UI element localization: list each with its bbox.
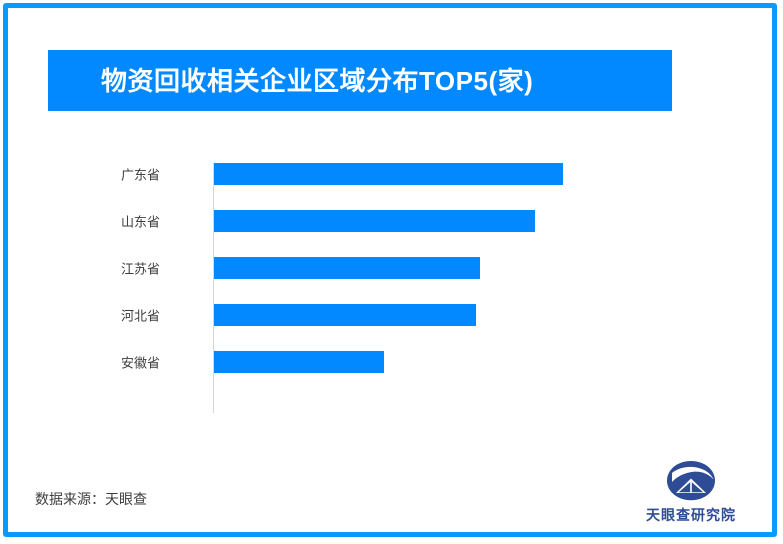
bar-fill xyxy=(214,209,535,232)
logo-wordmark: 天眼查研究院 xyxy=(646,507,736,523)
bar-track xyxy=(214,162,563,185)
bar-row: 广东省 xyxy=(0,150,783,197)
bar-category-label: 江苏省 xyxy=(120,261,160,276)
bar-fill xyxy=(214,350,384,373)
bar-row: 山东省 xyxy=(0,197,783,244)
tianyancha-eye-icon xyxy=(667,461,715,501)
chart-plot-area: 广东省 山东省 江苏省 河北省 安徽省 xyxy=(0,150,783,415)
brand-logo: 天眼查研究院 xyxy=(632,460,750,528)
bar-row: 江苏省 xyxy=(0,244,783,291)
page-title: 物资回收相关企业区域分布TOP5(家) xyxy=(101,65,534,96)
y-axis-line xyxy=(213,163,214,413)
bar-track xyxy=(214,256,480,279)
data-source-note: 数据来源：天眼查 xyxy=(35,491,147,507)
bar-row: 安徽省 xyxy=(0,338,783,385)
bar-category-label: 广东省 xyxy=(120,167,160,182)
bar-track xyxy=(214,350,384,373)
bar-category-label: 河北省 xyxy=(120,308,160,323)
bar-track xyxy=(214,209,535,232)
bar-category-label: 安徽省 xyxy=(120,355,160,370)
bar-fill xyxy=(214,162,563,185)
bar-row: 河北省 xyxy=(0,291,783,338)
bar-fill xyxy=(214,303,476,326)
bar-fill xyxy=(214,256,480,279)
bar-category-label: 山东省 xyxy=(120,214,160,229)
bar-track xyxy=(214,303,476,326)
title-banner: 物资回收相关企业区域分布TOP5(家) xyxy=(48,50,672,111)
